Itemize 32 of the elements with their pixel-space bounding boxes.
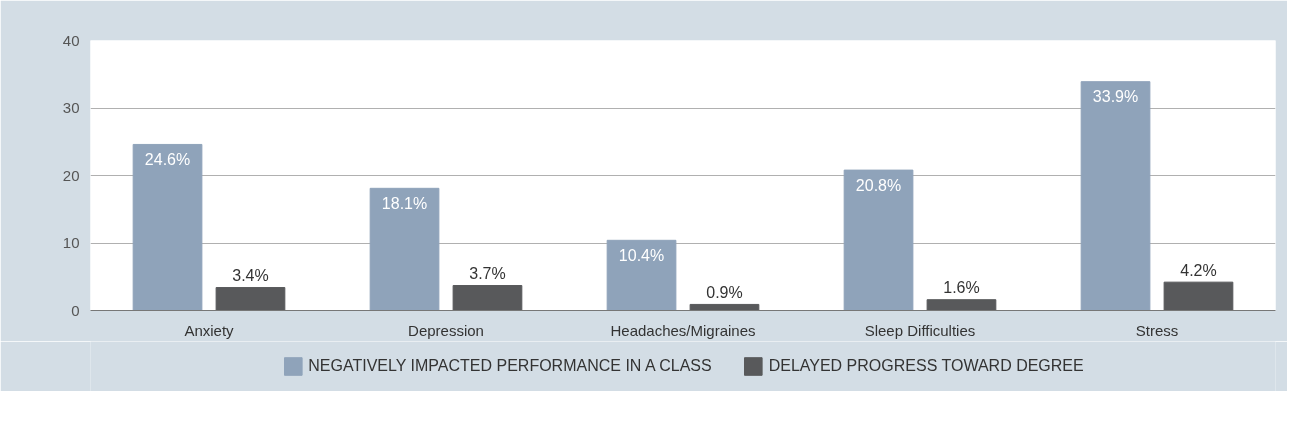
bar: [452, 285, 523, 311]
data-label: 3.7%: [469, 265, 506, 283]
data-label: 10.4%: [618, 247, 665, 265]
bar: [843, 169, 914, 311]
bar: [369, 187, 440, 311]
bar: [132, 143, 203, 311]
data-label: 20.8%: [855, 176, 902, 194]
data-label: 1.6%: [943, 279, 980, 297]
x-tick-label: Anxiety: [184, 321, 235, 339]
bar: [606, 239, 677, 311]
bar: [1080, 81, 1151, 311]
data-label: 24.6%: [144, 151, 191, 169]
x-tick-label: Stress: [1135, 321, 1179, 339]
bar: [215, 287, 286, 311]
x-tick-label: Sleep Difficulties: [864, 321, 976, 339]
y-tick-label: 10: [62, 234, 80, 251]
data-label: 3.4%: [232, 267, 269, 285]
data-label: 0.9%: [706, 284, 743, 302]
y-tick-label: 40: [62, 31, 80, 49]
data-label: 33.9%: [1092, 88, 1139, 106]
bar: [1163, 281, 1234, 311]
bar: [926, 299, 997, 311]
y-tick-label: 20: [62, 166, 80, 184]
x-tick-label: Headaches/Migraines: [610, 321, 756, 339]
bar: [689, 303, 760, 311]
y-tick-label: 0: [71, 301, 80, 319]
data-label: 18.1%: [381, 195, 428, 213]
y-tick-label: 30: [62, 99, 80, 116]
x-tick-label: Depression: [408, 321, 484, 339]
legend-label: NEGATIVELY IMPACTED PERFORMANCE IN A CLASS: [308, 357, 712, 375]
data-label: 4.2%: [1180, 261, 1217, 279]
legend-label: DELAYED PROGRESS TOWARD DEGREE: [768, 357, 1084, 375]
